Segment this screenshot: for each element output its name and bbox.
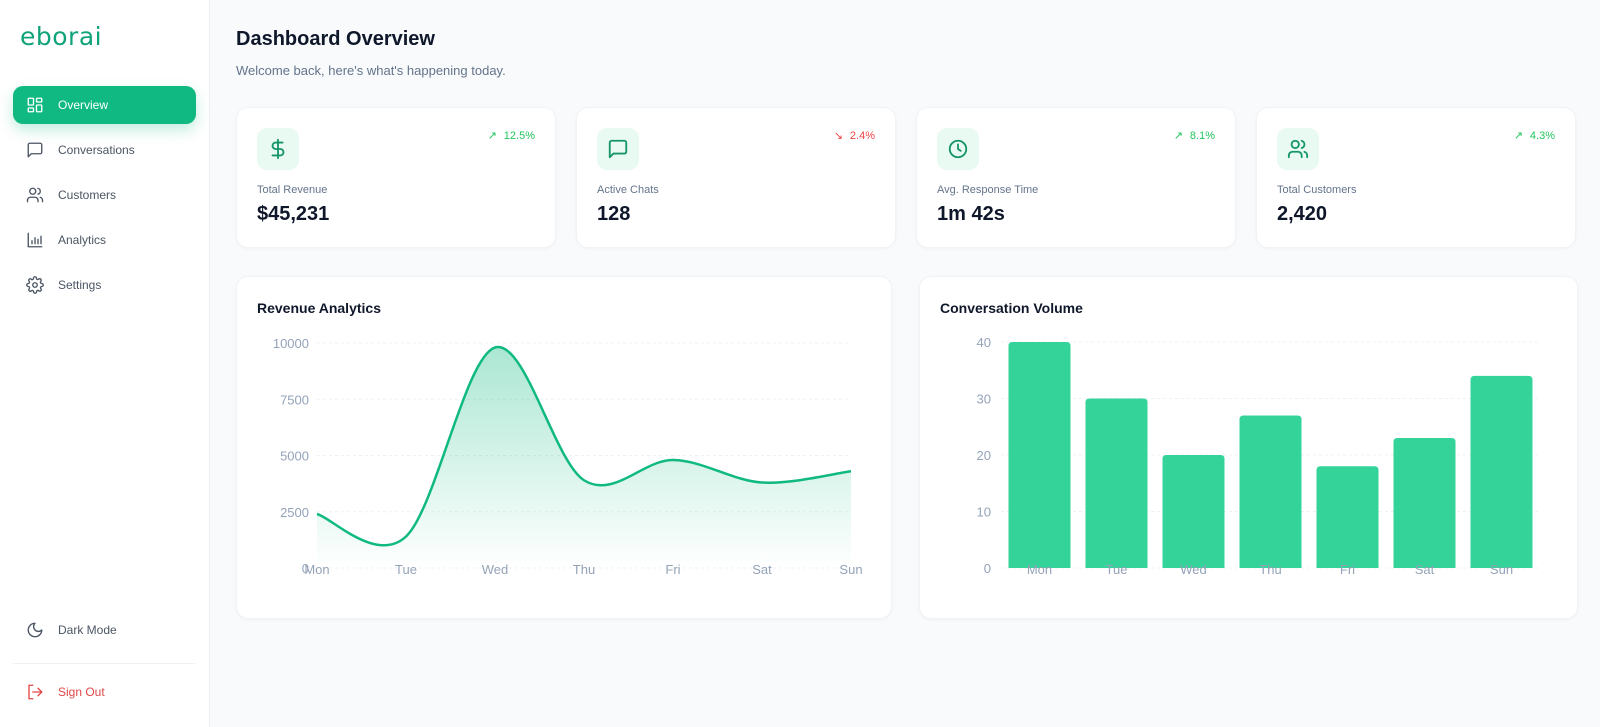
x-tick-label: Fri xyxy=(665,562,680,577)
moon-icon xyxy=(26,621,44,639)
y-tick-label: 10 xyxy=(977,505,991,520)
dark-mode-container: Dark Mode xyxy=(13,611,196,656)
stat-change-badge: ↗ 12.5% xyxy=(487,129,535,143)
sidebar-item-settings[interactable]: Settings xyxy=(13,266,196,304)
sidebar-item-label: Overview xyxy=(58,98,109,112)
x-tick-label: Thu xyxy=(573,562,595,577)
main-content: Dashboard Overview Welcome back, here's … xyxy=(236,0,1600,727)
x-tick-label: Tue xyxy=(395,562,417,577)
page-title: Dashboard Overview xyxy=(236,28,435,50)
gear-icon xyxy=(26,276,44,294)
grid-icon xyxy=(26,96,44,114)
x-tick-label: Fri xyxy=(1340,562,1355,577)
stat-value: 2,420 xyxy=(1277,203,1328,225)
y-tick-label: 5000 xyxy=(280,449,309,464)
app-logo[interactable]: eborai xyxy=(20,22,103,51)
dark-mode-label: Dark Mode xyxy=(58,623,117,637)
x-tick-label: Mon xyxy=(304,562,329,577)
page-subtitle: Welcome back, here's what's happening to… xyxy=(236,63,506,78)
y-tick-label: 30 xyxy=(977,392,991,407)
stat-value: $45,231 xyxy=(257,203,330,225)
bar-sat[interactable] xyxy=(1393,438,1456,568)
trend-up-icon: ↗ xyxy=(1513,130,1523,142)
x-tick-label: Sat xyxy=(1415,562,1435,577)
stat-label: Total Revenue xyxy=(257,184,328,196)
stat-card-total-revenue: ↗ 12.5% Total Revenue $45,231 xyxy=(236,107,556,248)
x-tick-label: Tue xyxy=(1106,562,1128,577)
trend-up-icon: ↗ xyxy=(1173,130,1183,142)
sidebar-item-label: Customers xyxy=(58,188,117,202)
x-tick-label: Wed xyxy=(482,562,509,577)
stat-value: 1m 42s xyxy=(937,203,1005,225)
revenue-analytics-card: Revenue Analytics 0 2500 5000 7500 10000 Mon T… xyxy=(236,276,892,619)
stat-label: Active Chats xyxy=(597,184,659,196)
message-square-icon xyxy=(597,128,639,170)
sidebar-item-conversations[interactable]: Conversations xyxy=(13,131,196,169)
y-tick-label: 0 xyxy=(984,561,991,576)
x-tick-label: Thu xyxy=(1259,562,1281,577)
sidebar-item-label: Conversations xyxy=(58,143,135,157)
bar-sun[interactable] xyxy=(1470,375,1533,568)
conversation-bar-chart[interactable]: 0 10 20 30 40 Mon Tue Wed Thu Fri Sat Sun xyxy=(920,277,1579,620)
dollar-icon xyxy=(257,128,299,170)
stat-label: Total Customers xyxy=(1277,184,1357,196)
bar-mon[interactable] xyxy=(1008,342,1071,568)
sign-out-label: Sign Out xyxy=(58,685,105,699)
clock-icon xyxy=(937,128,979,170)
bar-thu[interactable] xyxy=(1239,415,1302,568)
stat-change-badge: ↗ 8.1% xyxy=(1173,129,1215,143)
x-tick-label: Wed xyxy=(1180,562,1207,577)
sidebar-nav: Overview Conversations Customers Analyti… xyxy=(13,86,196,311)
stat-label: Avg. Response Time xyxy=(937,184,1039,196)
log-out-icon xyxy=(26,683,44,701)
users-icon xyxy=(1277,128,1319,170)
trend-up-icon: ↗ xyxy=(487,130,497,142)
bar-tue[interactable] xyxy=(1085,398,1148,569)
x-tick-label: Sat xyxy=(752,562,772,577)
sign-out-container: Sign Out xyxy=(13,673,196,718)
stat-change-value: 2.4% xyxy=(849,129,875,142)
bar-fri[interactable] xyxy=(1316,466,1379,568)
sidebar-divider xyxy=(13,663,195,664)
stat-change-value: 12.5% xyxy=(503,129,535,142)
users-icon xyxy=(26,186,44,204)
stat-change-badge: ↗ 4.3% xyxy=(1513,129,1555,143)
stat-card-active-chats: ↘ 2.4% Active Chats 128 xyxy=(576,107,896,248)
sign-out-button[interactable]: Sign Out xyxy=(13,673,196,711)
stat-card-total-customers: ↗ 4.3% Total Customers 2,420 xyxy=(1256,107,1576,248)
stat-change-badge: ↘ 2.4% xyxy=(833,129,875,143)
area-fill xyxy=(317,346,851,568)
stat-card-avg-response-time: ↗ 8.1% Avg. Response Time 1m 42s xyxy=(916,107,1236,248)
conversation-volume-card: Conversation Volume 0 10 20 30 40 Mon Tue Wed Th… xyxy=(919,276,1578,619)
sidebar-item-overview[interactable]: Overview xyxy=(13,86,196,124)
trend-down-icon: ↘ xyxy=(833,130,843,142)
stat-value: 128 xyxy=(597,203,631,225)
sidebar-item-customers[interactable]: Customers xyxy=(13,176,196,214)
revenue-line xyxy=(316,346,852,547)
x-tick-label: Sun xyxy=(839,562,862,577)
chart-title: Revenue Analytics xyxy=(257,300,381,316)
bar-chart-icon xyxy=(26,231,44,249)
bar-wed[interactable] xyxy=(1162,455,1225,568)
x-tick-label: Sun xyxy=(1490,562,1513,577)
y-tick-label: 20 xyxy=(977,448,991,463)
y-tick-label: 7500 xyxy=(280,392,309,407)
stat-change-value: 4.3% xyxy=(1529,129,1555,142)
sidebar-item-label: Settings xyxy=(58,278,102,292)
revenue-area-chart[interactable]: 0 2500 5000 7500 10000 Mon Tue Wed Thu Fri Sat Sun xyxy=(237,277,893,620)
y-tick-label: 40 xyxy=(977,335,991,350)
message-square-icon xyxy=(26,141,44,159)
chart-title: Conversation Volume xyxy=(940,300,1083,316)
y-tick-label: 10000 xyxy=(273,336,309,351)
x-tick-label: Mon xyxy=(1027,562,1052,577)
y-tick-label: 2500 xyxy=(280,505,309,520)
stat-change-value: 8.1% xyxy=(1189,129,1215,142)
sidebar-item-analytics[interactable]: Analytics xyxy=(13,221,196,259)
dark-mode-toggle[interactable]: Dark Mode xyxy=(13,611,196,649)
y-tick-label: 0 xyxy=(302,561,309,576)
sidebar-item-label: Analytics xyxy=(58,233,107,247)
sidebar: eborai Overview Conversations Customers … xyxy=(0,0,210,727)
